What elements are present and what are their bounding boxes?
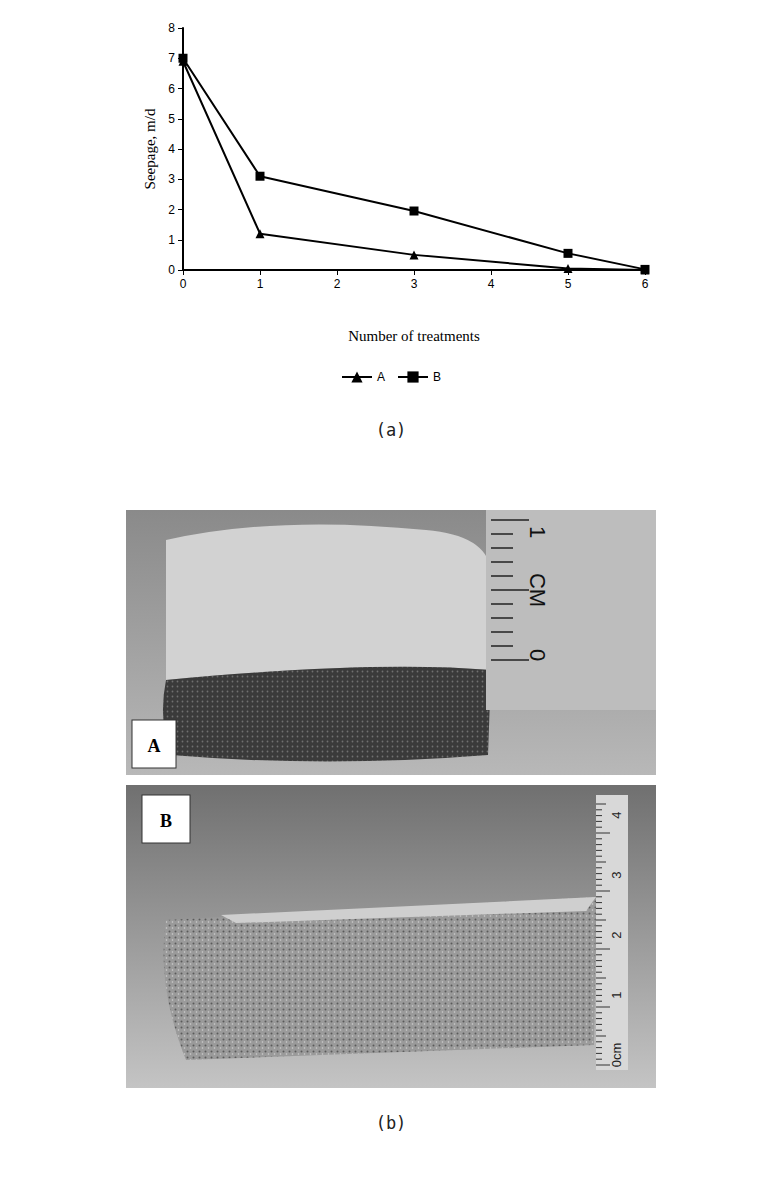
- svg-text:1: 1: [257, 277, 264, 291]
- svg-text:Seepage, m/d: Seepage, m/d: [142, 108, 158, 189]
- svg-text:5: 5: [168, 112, 175, 126]
- svg-text:0: 0: [180, 277, 187, 291]
- svg-text:2: 2: [334, 277, 341, 291]
- svg-text:7: 7: [168, 51, 175, 65]
- svg-text:6: 6: [642, 277, 649, 291]
- svg-text:4: 4: [488, 277, 495, 291]
- svg-text:8: 8: [168, 21, 175, 35]
- svg-text:2: 2: [168, 203, 175, 217]
- svg-text:B: B: [160, 811, 172, 831]
- svg-text:1: 1: [168, 233, 175, 247]
- svg-text:A: A: [377, 370, 385, 384]
- svg-text:1: 1: [609, 991, 624, 998]
- svg-text:A: A: [148, 736, 161, 756]
- svg-text:0cm: 0cm: [609, 1043, 624, 1068]
- svg-text:3: 3: [411, 277, 418, 291]
- svg-text:2: 2: [609, 931, 624, 938]
- svg-text:5: 5: [565, 277, 572, 291]
- svg-text:4: 4: [609, 811, 624, 818]
- svg-text:6: 6: [168, 82, 175, 96]
- svg-text:3: 3: [609, 871, 624, 878]
- svg-text:4: 4: [168, 142, 175, 156]
- svg-text:3: 3: [168, 172, 175, 186]
- html-text:(a): (a): [375, 420, 407, 440]
- svg-text:Number of treatments: Number of treatments: [348, 328, 480, 344]
- svg-text:1: 1: [525, 526, 550, 538]
- svg-text:0: 0: [168, 263, 175, 277]
- svg-text:B: B: [433, 370, 441, 384]
- svg-text:0: 0: [525, 649, 550, 661]
- html-text:(b): (b): [375, 1113, 407, 1133]
- svg-text:CM: CM: [525, 573, 550, 607]
